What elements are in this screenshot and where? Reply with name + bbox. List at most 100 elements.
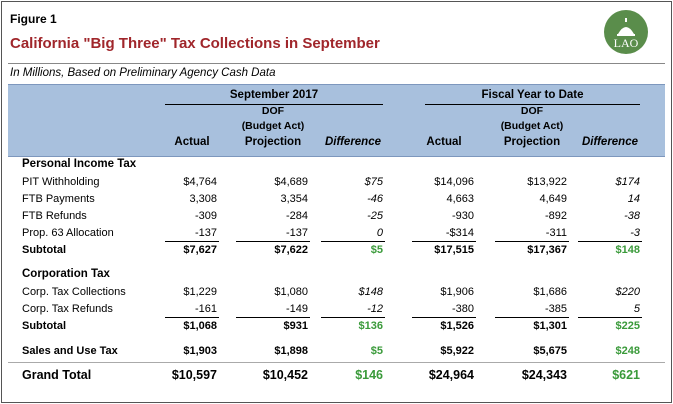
cell: $5,675 [533,345,567,357]
cell-rule [165,241,219,242]
cell: 4,663 [446,193,474,205]
cell-rule [165,317,219,318]
cell: $931 [283,320,308,332]
cell: -12 [367,303,383,315]
cell: $1,686 [533,286,567,298]
cell: $10,597 [171,368,217,382]
cell-rule [236,317,310,318]
cell: $248 [615,345,640,357]
cell: $4,764 [183,176,217,188]
cell: $14,096 [434,176,474,188]
cell-rule [321,241,385,242]
cell: $1,229 [183,286,217,298]
cell: $7,622 [274,244,308,256]
cell-rule [412,241,476,242]
cell: $5,922 [440,345,474,357]
row-label: Sales and Use Tax [22,345,118,357]
cell: 3,354 [280,193,308,205]
cell: $10,452 [262,368,308,382]
row-label: Corp. Tax Refunds [22,303,113,315]
row-label: Subtotal [22,320,66,332]
cell: -385 [544,303,567,315]
row-label: Grand Total [22,368,92,382]
column-head: Actual [174,136,210,148]
cell: -930 [451,210,474,222]
cell-rule [412,317,476,318]
cell: $7,627 [183,244,217,256]
cell: $1,898 [274,345,308,357]
column-head: (Budget Act) [241,120,305,132]
cell: $17,515 [434,244,474,256]
cell: -46 [367,193,383,205]
cell: $174 [615,176,640,188]
cell-rule [578,317,642,318]
cell: $148 [358,286,383,298]
total-rule [8,362,665,363]
header-band [8,84,665,157]
figure-label: Figure 1 [10,12,57,26]
title: California "Big Three" Tax Collections i… [10,35,380,52]
cell: $146 [355,368,383,382]
subtitle: In Millions, Based on Preliminary Agency… [10,67,276,79]
cell: $5 [370,244,383,256]
row-label: Prop. 63 Allocation [22,227,114,239]
cell: $1,301 [533,320,567,332]
cell: -309 [194,210,217,222]
cell-rule [495,317,569,318]
cell: -311 [545,227,567,239]
cell: -892 [544,210,567,222]
row-label: Subtotal [22,244,66,256]
column-head: DOF [520,105,544,117]
cell: 5 [633,303,640,315]
row-label: Corp. Tax Collections [22,286,126,298]
column-head: (Budget Act) [500,120,564,132]
cell: $1,906 [440,286,474,298]
group-head: Fiscal Year to Date [481,89,584,101]
column-head: Difference [581,136,639,148]
cell: $1,080 [274,286,308,298]
cell: -380 [451,303,474,315]
cell: $621 [612,368,640,382]
cell: 14 [627,193,640,205]
cell: $225 [615,320,640,332]
title-rule [8,63,665,64]
column-head: Projection [503,136,561,148]
cell: -25 [367,210,383,222]
column-head: Actual [426,136,462,148]
cell: $1,526 [440,320,474,332]
group-head: September 2017 [229,89,319,101]
cell: $24,343 [521,368,567,382]
cell: -$314 [445,227,474,239]
cell: $1,903 [183,345,217,357]
cell: $5 [370,345,383,357]
group-rule [165,104,383,105]
cell: $17,367 [527,244,567,256]
cell: $1,068 [183,320,217,332]
cell: $148 [615,244,640,256]
cell-rule [495,241,569,242]
cell: 4,649 [539,193,567,205]
column-head: Projection [244,136,302,148]
group-rule [425,104,640,105]
column-head: DOF [261,105,285,117]
row-label: FTB Payments [22,193,95,205]
cell-rule [236,241,310,242]
column-head: Difference [324,136,382,148]
cell-rule [321,317,385,318]
cell: $24,964 [428,368,474,382]
cell: -284 [285,210,308,222]
row-label: FTB Refunds [22,210,87,222]
section-title: Personal Income Tax [22,158,137,170]
logo-dome [617,18,635,36]
cell: -149 [285,303,308,315]
cell: $4,689 [274,176,308,188]
cell: $136 [358,320,383,332]
cell: -137 [285,227,308,239]
cell: $13,922 [527,176,567,188]
cell: -137 [194,227,217,239]
row-label: PIT Withholding [22,176,100,188]
logo: LAO [604,10,648,54]
cell: -3 [630,227,640,239]
logo-text: LAO [613,36,639,50]
